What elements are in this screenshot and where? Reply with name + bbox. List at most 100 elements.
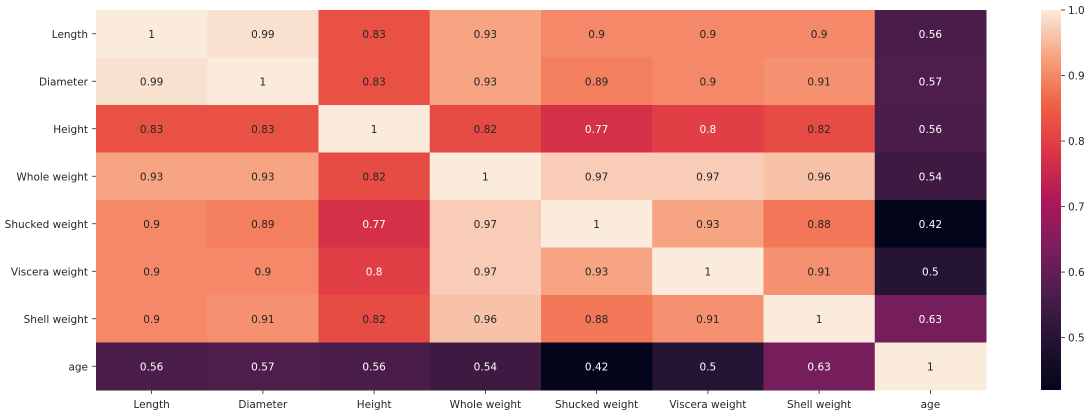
heatmap-cell — [429, 105, 542, 153]
cell-annotation: 0.82 — [362, 314, 385, 326]
cell-annotation: 0.97 — [696, 171, 719, 183]
cell-annotation: 0.99 — [251, 29, 274, 41]
x-tick-label: Shell weight — [787, 399, 851, 411]
heatmap-cell — [318, 57, 431, 106]
cell-annotation: 0.96 — [807, 171, 831, 183]
cell-annotation: 0.63 — [807, 361, 830, 373]
cell-annotation: 1 — [482, 171, 489, 183]
heatmap-cell — [318, 105, 431, 153]
colorbar-tick-label: 0.9 — [1068, 71, 1085, 83]
heatmap-cell — [429, 342, 542, 391]
heatmap-cell — [652, 342, 764, 391]
heatmap-cell — [652, 152, 764, 201]
cell-annotation: 0.5 — [700, 361, 717, 373]
heatmap-cell — [541, 342, 653, 391]
y-tick-label: Shell weight — [24, 314, 88, 326]
cell-annotation: 0.9 — [143, 266, 160, 278]
cell-annotation: 0.56 — [140, 361, 164, 373]
cell-annotation: 0.91 — [807, 76, 830, 88]
y-tick-label: Length — [52, 29, 88, 41]
heatmap-cell — [318, 247, 431, 296]
heatmap-cell — [541, 105, 653, 153]
heatmap-cell — [541, 152, 653, 201]
cell-annotation: 1 — [371, 124, 378, 136]
cell-annotation: 0.42 — [919, 219, 942, 231]
heatmap-cell — [874, 342, 987, 391]
cell-annotation: 1 — [260, 76, 267, 88]
heatmap-cell — [763, 105, 876, 153]
x-tick-label: Diameter — [238, 399, 288, 411]
cell-annotation: 0.91 — [696, 314, 719, 326]
heatmap-cell — [207, 247, 319, 296]
colorbar — [1041, 10, 1061, 390]
heatmap-cell — [652, 295, 764, 343]
cell-annotation: 0.82 — [362, 171, 385, 183]
cell-annotation: 0.9 — [588, 29, 605, 41]
cell-annotation: 0.91 — [251, 314, 274, 326]
cell-annotation: 1 — [705, 266, 712, 278]
heatmap-cell — [96, 295, 208, 343]
heatmap-cell — [652, 105, 764, 153]
cell-annotation: 0.82 — [807, 124, 830, 136]
cell-annotation: 0.97 — [474, 266, 497, 278]
cell-annotation: 0.8 — [700, 124, 717, 136]
cell-annotation: 0.42 — [585, 361, 608, 373]
heatmap-cell — [763, 152, 876, 201]
heatmap-cell — [652, 10, 764, 58]
heatmap-cell — [96, 57, 208, 106]
heatmap-cell — [763, 200, 876, 248]
heatmap-cell — [874, 247, 987, 296]
x-tick-label: Height — [357, 399, 392, 411]
heatmap-cell — [318, 10, 431, 58]
cell-annotation: 0.9 — [143, 219, 160, 231]
cell-annotation: 0.8 — [366, 266, 383, 278]
heatmap-cell — [763, 295, 876, 343]
x-tick-label: Whole weight — [450, 399, 522, 411]
cell-annotation: 0.56 — [919, 29, 943, 41]
cell-annotation: 1 — [593, 219, 600, 231]
heatmap-cell — [874, 57, 987, 106]
cell-annotation: 0.83 — [251, 124, 274, 136]
cell-annotation: 0.97 — [585, 171, 608, 183]
cell-annotation: 0.89 — [251, 219, 274, 231]
cell-annotation: 0.93 — [474, 76, 497, 88]
cell-annotation: 0.82 — [474, 124, 497, 136]
colorbar-tick-label: 0.7 — [1068, 202, 1085, 214]
cell-annotation: 0.96 — [474, 314, 498, 326]
heatmap-cell — [763, 10, 876, 58]
colorbar-tick-label: 1.0 — [1068, 5, 1085, 17]
cell-annotation: 0.5 — [922, 266, 939, 278]
cell-annotation: 0.99 — [140, 76, 163, 88]
y-tick-label: Diameter — [39, 76, 89, 88]
cell-annotation: 0.9 — [143, 314, 160, 326]
heatmap-cell — [207, 200, 319, 248]
cell-annotation: 0.57 — [251, 361, 274, 373]
y-tick-label: Shucked weight — [5, 219, 88, 231]
cell-annotation: 0.93 — [585, 266, 608, 278]
heatmap-cell — [207, 295, 319, 343]
heatmap-cell — [763, 57, 876, 106]
cell-annotation: 0.93 — [140, 171, 163, 183]
heatmap-cell — [318, 152, 431, 201]
heatmap-cell — [541, 10, 653, 58]
cell-annotation: 0.9 — [700, 76, 717, 88]
heatmap-cell — [207, 342, 319, 391]
y-axis-tick-labels: Length Diameter Height Whole weight Shucked … — [5, 29, 96, 373]
cell-annotation: 0.57 — [919, 76, 942, 88]
heatmap-cell — [541, 295, 653, 343]
y-tick-label: age — [68, 361, 88, 373]
cell-annotation: 0.88 — [585, 314, 608, 326]
heatmap-cell — [207, 105, 319, 153]
cell-annotation: 0.97 — [474, 219, 497, 231]
cell-annotation: 0.93 — [474, 29, 497, 41]
heatmap-cell — [652, 200, 764, 248]
cell-annotation: 1 — [816, 314, 823, 326]
heatmap-cell — [541, 200, 653, 248]
cell-annotation: 0.9 — [811, 29, 828, 41]
cell-annotation: 0.83 — [362, 29, 385, 41]
heatmap-cell — [318, 295, 431, 343]
cell-annotation: 0.54 — [474, 361, 498, 373]
heatmap-cells — [96, 10, 987, 391]
heatmap-cell — [541, 57, 653, 106]
heatmap-cell — [874, 10, 987, 58]
